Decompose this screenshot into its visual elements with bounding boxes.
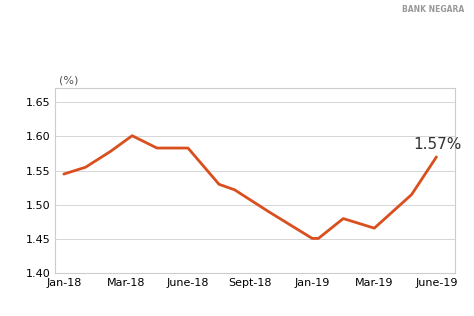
Text: 1.57%: 1.57% [413, 137, 461, 152]
Text: BANK NEGARA: BANK NEGARA [402, 5, 465, 14]
Text: (%): (%) [58, 76, 78, 86]
Text: Banking system’s gross impaired loan ratio: Banking system’s gross impaired loan rat… [7, 40, 429, 59]
